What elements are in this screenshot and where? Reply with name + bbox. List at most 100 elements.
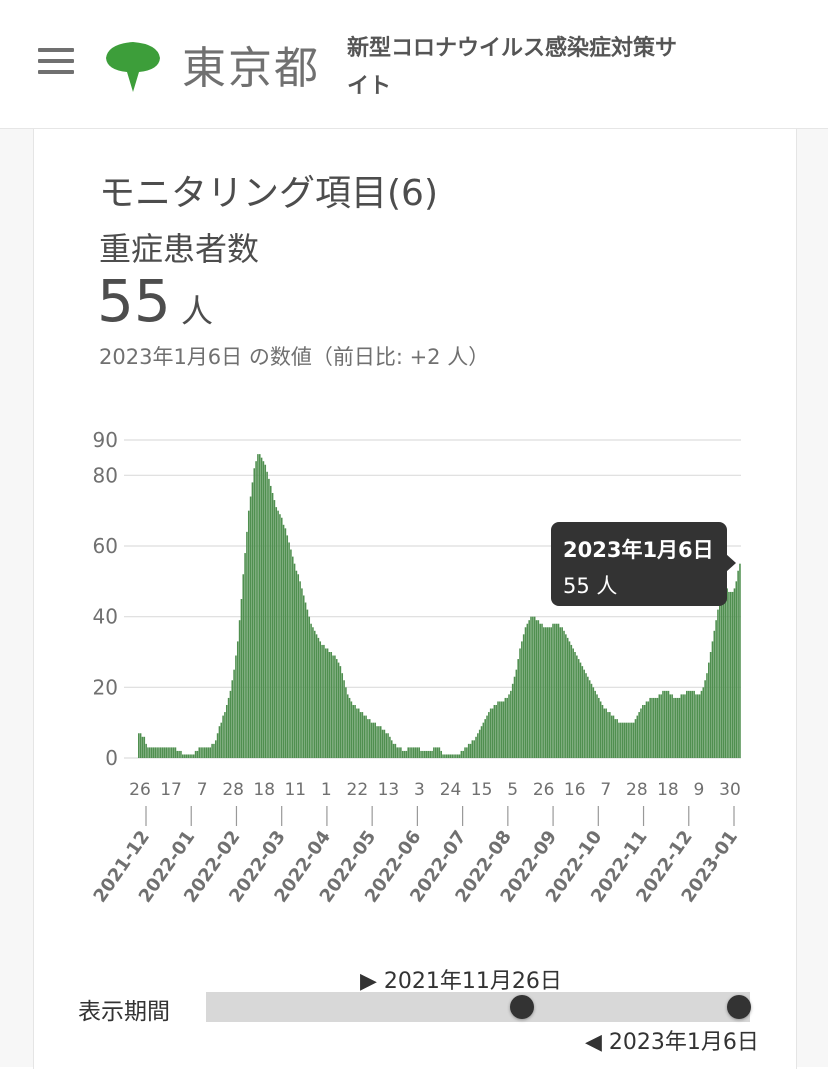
chart-bar — [273, 500, 276, 758]
slider-start-handle[interactable] — [509, 995, 534, 1019]
chart-bar — [625, 722, 628, 758]
chart-bar — [407, 747, 410, 758]
chart-bar — [310, 623, 312, 758]
chart-bar — [506, 697, 508, 758]
period-slider-track[interactable] — [206, 992, 752, 1022]
chart-bar — [460, 750, 463, 758]
chart-bar — [420, 750, 422, 758]
chart-bar — [548, 627, 551, 758]
chart-bar — [238, 620, 241, 758]
chart-bar — [372, 722, 375, 758]
x-tick-label: 26 — [533, 780, 555, 800]
chart-bar — [704, 680, 706, 758]
chart-bar — [363, 715, 366, 758]
chart-bar — [484, 719, 486, 758]
chart-bar — [196, 750, 199, 758]
chart-bar — [213, 743, 215, 758]
chart-bar — [587, 676, 589, 758]
chart-bar — [596, 694, 598, 758]
chart-bar — [403, 750, 406, 758]
ginkgo-leaf-icon[interactable] — [104, 36, 162, 94]
x-tick-label: 11 — [284, 780, 306, 800]
chart-bar — [676, 697, 679, 758]
slider-end-handle[interactable] — [727, 995, 752, 1019]
chart-bar — [434, 747, 437, 758]
chart-bar — [715, 620, 717, 758]
chart-bar — [145, 743, 147, 758]
chart-bar — [583, 669, 585, 758]
chart-bar — [255, 461, 257, 758]
chart-bar — [194, 750, 197, 758]
chart-bar — [211, 743, 213, 758]
chart-bar — [486, 715, 488, 758]
chart-bar — [466, 747, 468, 758]
chart-bar — [339, 666, 342, 758]
x-tick-label: 1 — [321, 780, 332, 800]
chart-bar — [599, 701, 602, 758]
y-tick-label: 0 — [105, 746, 118, 770]
chart-bar — [678, 697, 681, 758]
chart-bar — [458, 754, 461, 758]
chart-bar — [383, 729, 386, 758]
chart-bar — [713, 630, 716, 758]
chart-bar — [524, 627, 527, 758]
chart-bar — [260, 457, 263, 758]
chart-bar — [396, 747, 399, 758]
chart-bar — [449, 754, 452, 758]
chart-bar — [634, 719, 637, 758]
chart-bar — [508, 694, 510, 758]
chart-bar — [667, 690, 670, 758]
chart-bar — [359, 712, 362, 758]
chart-bar — [306, 609, 309, 758]
chart-bar — [669, 694, 672, 758]
chart-bar — [317, 637, 320, 758]
chart-bar — [541, 623, 543, 758]
x-tick-label: 28 — [626, 780, 648, 800]
chart-bar — [233, 669, 235, 758]
chart-bar — [563, 630, 565, 758]
chart-bar — [411, 747, 413, 758]
chart-bar — [277, 510, 279, 758]
chart-bar — [697, 694, 699, 758]
chart-bar — [572, 648, 574, 758]
chart-bar — [205, 747, 208, 758]
chart-bar — [174, 747, 177, 758]
x-tick-label: 16 — [564, 780, 586, 800]
chart-bar — [198, 747, 201, 758]
chart-bar — [480, 726, 483, 758]
chart-bar — [629, 722, 631, 758]
chart-bar — [297, 574, 300, 758]
chart-bar — [482, 722, 485, 758]
chart-bar — [271, 493, 274, 758]
chart-bar — [361, 712, 364, 758]
chart-bar — [627, 722, 629, 758]
chart-bar — [462, 750, 464, 758]
hamburger-menu-icon[interactable] — [38, 48, 74, 74]
y-tick-label: 40 — [93, 605, 118, 629]
x-tick-label: 7 — [600, 780, 611, 800]
range-end-label: ◀ 2023年1月6日 — [585, 1030, 759, 1055]
site-title: 新型コロナウイルス感染症対策サイト — [347, 36, 678, 99]
chart-bar — [735, 581, 738, 758]
chart-bar — [352, 705, 355, 758]
chart-bar — [262, 461, 265, 758]
chart-bar — [323, 644, 325, 758]
chart-bar — [409, 747, 411, 758]
chart-bar — [733, 588, 736, 758]
chart-bar — [203, 747, 206, 758]
chart-bar — [324, 648, 327, 758]
chart-bar — [414, 747, 417, 758]
chart-bar — [513, 676, 516, 758]
chart-bar — [376, 726, 378, 758]
chart-bar — [200, 747, 202, 758]
x-tick-label: 17 — [160, 780, 182, 800]
chart-bar — [610, 715, 613, 758]
logo-text[interactable]: 東京都 — [182, 43, 320, 94]
chart-bar — [592, 687, 595, 758]
chart-bar — [709, 652, 712, 758]
chart-bar — [739, 563, 741, 758]
card-title: モニタリング項目(6) — [99, 173, 438, 214]
chart-bar — [405, 750, 408, 758]
chart-bar — [392, 743, 395, 758]
